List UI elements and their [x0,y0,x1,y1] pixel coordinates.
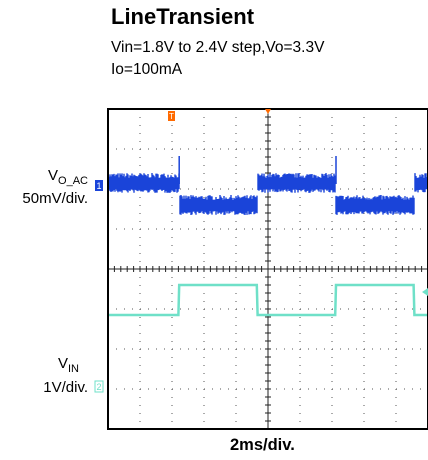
vin-label-main: V [57,355,68,372]
vout-scale-label: 50mV/div. [22,190,88,207]
center-time-marker [265,109,271,114]
x-axis-label: 2ms/div. [230,436,295,454]
vout-label-main: V [48,167,59,184]
channel2-marker [94,380,104,393]
channel2-marker-label: 2 [96,382,101,392]
vin-trace [108,283,428,317]
channel1-marker [95,180,103,191]
trigger-marker [168,111,175,121]
vin-label-sub: IN [68,363,79,375]
chart-subtitle-line1: Vin=1.8V to 2.4V step,Vo=3.3V [111,39,325,56]
chart-subtitle-line2: Io=100mA [111,61,183,78]
chart-title: LineTransient [111,4,255,29]
trigger-level-arrow [422,288,428,296]
vin-scale-label: 1V/div. [43,379,88,396]
vout-channel-label: VO_AC [30,167,88,187]
vout-label-sub: O_AC [58,175,88,187]
trigger-marker-label: T [169,112,174,121]
vin-channel-label: VIN [30,355,79,375]
channel1-marker-label: 1 [96,181,101,191]
